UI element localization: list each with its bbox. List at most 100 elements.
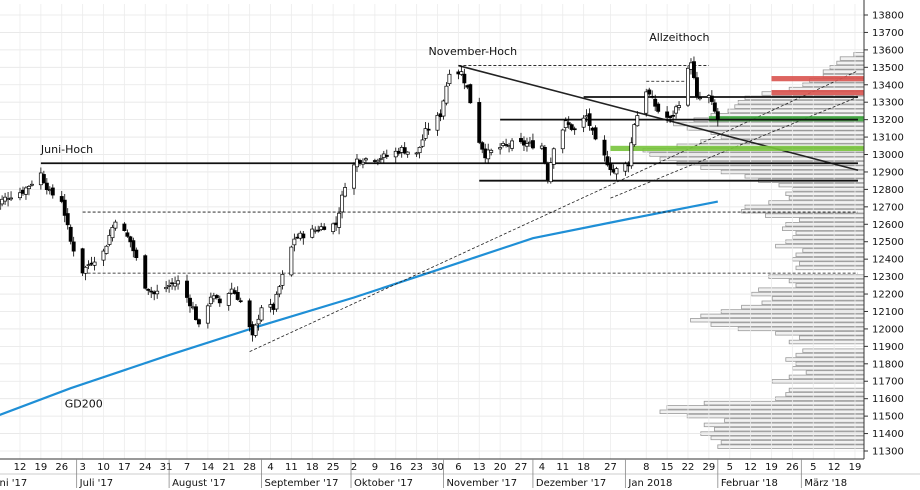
candle <box>155 284 160 299</box>
trend-line <box>610 96 859 199</box>
candle <box>214 294 219 300</box>
candle <box>712 99 717 114</box>
y-tick-label: 12100 <box>872 307 904 318</box>
profile-bar <box>703 422 865 428</box>
candle <box>644 88 649 117</box>
day-tick-label: 13 <box>473 462 486 473</box>
y-tick-label: 13100 <box>872 133 904 144</box>
candle <box>80 247 85 277</box>
profile-bar <box>717 444 865 449</box>
candle <box>18 187 22 201</box>
month-tick-label: Juli '17 <box>79 478 114 489</box>
moving-average <box>0 200 719 416</box>
candle <box>259 304 264 322</box>
candle <box>566 116 571 129</box>
day-tick-label: 8 <box>643 462 649 473</box>
candle <box>50 184 55 199</box>
candle <box>65 208 70 230</box>
candle <box>375 158 380 166</box>
candle <box>340 190 345 219</box>
candle <box>489 148 494 156</box>
candle <box>205 303 210 329</box>
candle <box>629 137 634 169</box>
candle <box>560 128 565 154</box>
day-tick-label: 15 <box>661 462 674 473</box>
candle <box>665 106 670 123</box>
profile-bar <box>792 235 865 240</box>
day-tick-label: 22 <box>682 462 695 473</box>
month-tick-label: Juni '17 <box>0 478 27 489</box>
trend-line <box>458 64 859 171</box>
y-tick-label: 12000 <box>872 324 904 335</box>
candle <box>686 65 690 107</box>
candle <box>185 274 189 303</box>
profile-bar <box>659 409 865 414</box>
candle <box>310 224 315 239</box>
day-tick-label: 5 <box>810 462 816 473</box>
profile-bar <box>795 230 865 236</box>
candle <box>715 107 720 127</box>
candle <box>68 224 73 245</box>
candle <box>614 166 619 180</box>
y-axis-panel <box>864 0 920 490</box>
candle <box>414 151 419 157</box>
candle <box>671 110 676 123</box>
trend-lines <box>249 64 859 352</box>
day-tick-label: 29 <box>703 462 716 473</box>
profile-bar <box>700 165 865 170</box>
candle <box>208 292 213 307</box>
candle <box>238 297 243 304</box>
profile-bar <box>771 296 865 301</box>
month-tick-label: Dezember '17 <box>536 478 606 489</box>
profile-bar <box>788 195 865 201</box>
candle <box>444 82 449 106</box>
candle <box>274 291 279 312</box>
profile-bar <box>775 331 865 336</box>
candle <box>587 108 592 131</box>
candle <box>107 229 112 247</box>
profile-bar <box>788 278 865 284</box>
candle <box>402 142 407 155</box>
profile-bar <box>788 339 865 345</box>
candle <box>9 191 14 201</box>
month-tick-label: Februar '18 <box>721 478 778 489</box>
horizontal-lines <box>40 65 858 274</box>
day-tick-label: 26 <box>786 462 799 473</box>
y-tick-label: 12700 <box>872 202 904 213</box>
y-tick-label: 11500 <box>872 412 904 423</box>
candlesticks <box>0 56 720 342</box>
profile-bar <box>792 365 865 371</box>
candle <box>572 126 577 135</box>
day-tick-label: 18 <box>306 462 319 473</box>
candle <box>510 138 515 152</box>
profile-bar <box>690 317 865 323</box>
candle <box>128 235 133 248</box>
day-tick-label: 12 <box>744 462 757 473</box>
candle <box>134 247 139 261</box>
candle <box>605 150 610 167</box>
candle <box>393 147 398 164</box>
day-tick-label: 20 <box>494 462 507 473</box>
candle <box>193 303 198 321</box>
x-axis-panel <box>0 459 920 490</box>
y-tick-label: 12900 <box>872 167 904 178</box>
candle <box>677 101 682 111</box>
y-tick-label: 12500 <box>872 237 904 248</box>
profile-bar <box>788 387 865 393</box>
annotations: Juni-Hoch November-Hoch Allzeithoch GD200 <box>40 31 710 410</box>
annotation-label: Juni-Hoch <box>40 143 93 156</box>
candle <box>363 157 368 163</box>
candle <box>581 115 586 133</box>
day-tick-label: 12 <box>828 462 841 473</box>
profile-bar <box>788 374 865 380</box>
profile-bar <box>710 130 865 135</box>
candle <box>674 104 679 119</box>
day-tick-label: 10 <box>97 462 110 473</box>
candle <box>41 170 46 185</box>
candle <box>602 135 607 162</box>
candle <box>226 292 231 311</box>
profile-bar <box>795 352 865 358</box>
candle <box>608 157 613 176</box>
candle <box>167 279 172 293</box>
